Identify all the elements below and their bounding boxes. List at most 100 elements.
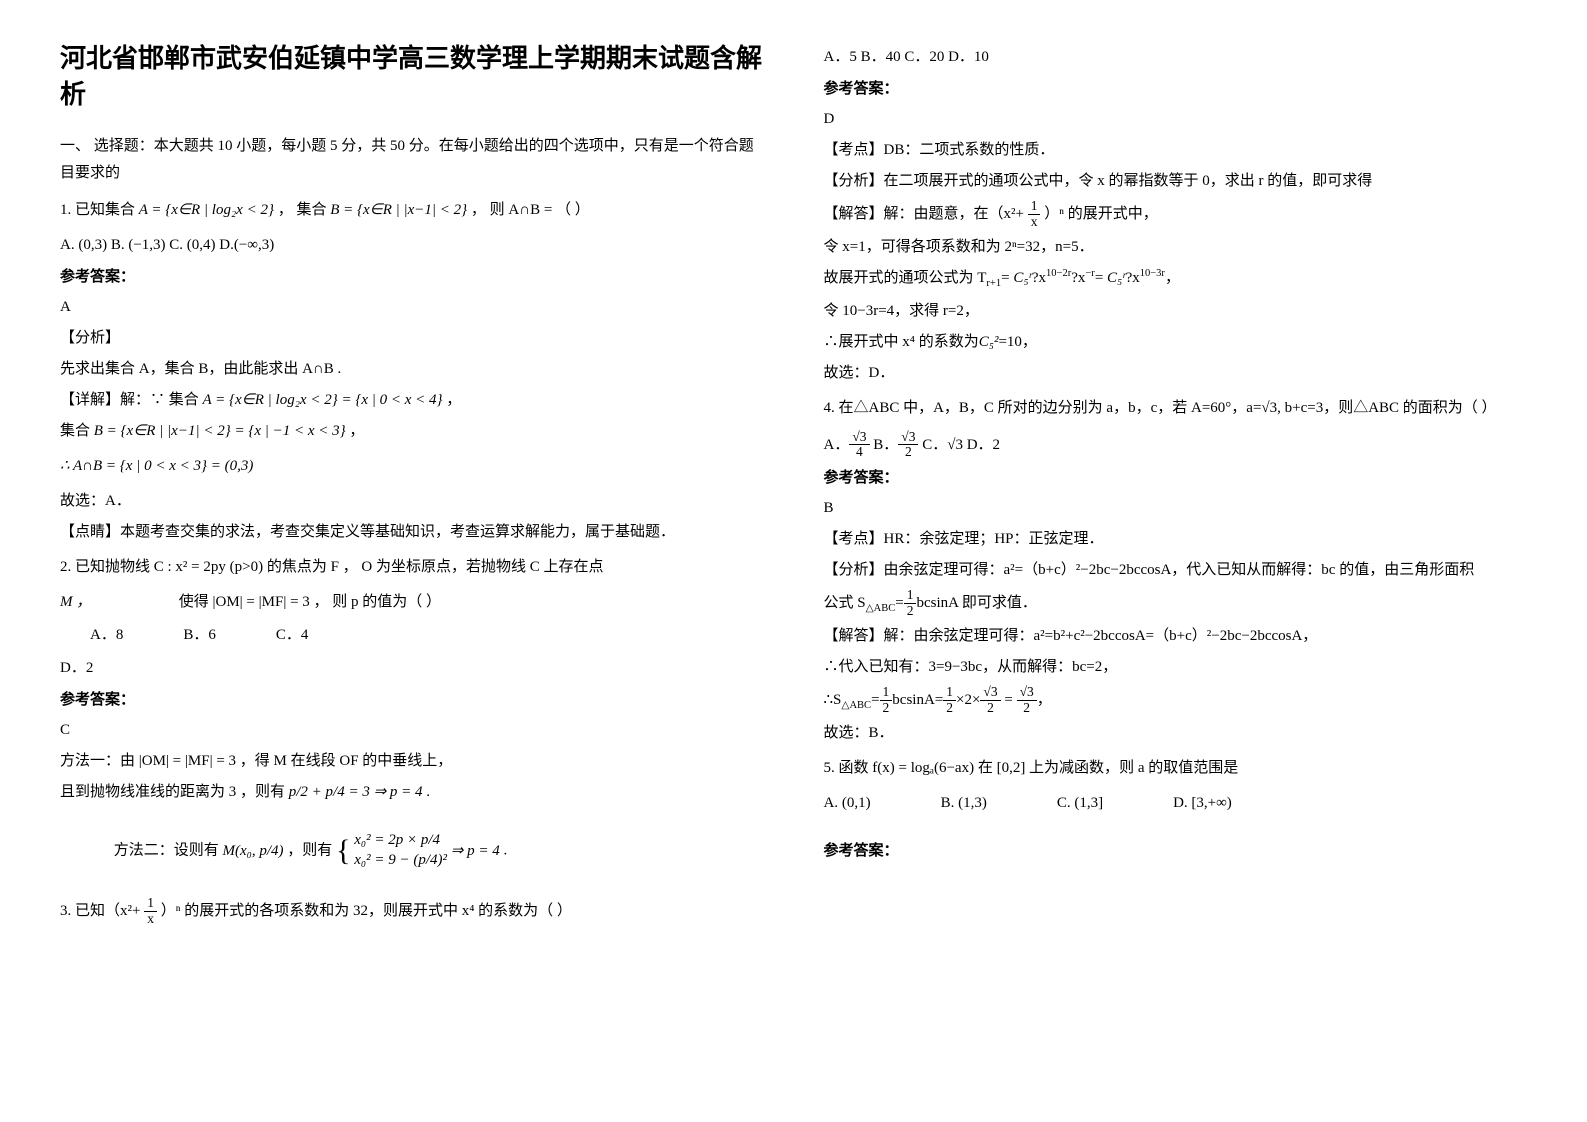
q3-an-label: 【分析】 [824, 173, 884, 189]
q1-detail2-pre: 集合 [60, 423, 90, 439]
q4-an2-d: 2 [904, 604, 917, 619]
q1: 1. 已知集合 A = {x∈R | log₂x < 2} ， 集合 B = {… [60, 197, 764, 224]
q3-sol5-pre: ∴展开式中 x⁴ 的系数为 [824, 334, 979, 350]
q3-frac-d: x [144, 912, 157, 927]
q3-sol3-pre: 故展开式的通项公式为 T [824, 270, 987, 286]
q2-optD: D．2 [60, 655, 764, 682]
q2-stem2-mid: 使得 |OM| = |MF| = 3 ， 则 p 的值为（ ） [179, 594, 441, 610]
q2-optB: B．6 [183, 622, 216, 649]
q3-sol3-c1: C₅ʳ [1013, 265, 1032, 292]
q2-m2-pre: 方法二：设则有 [114, 843, 223, 859]
q2-m1b: 且到抛物线准线的距离为 3 ，则有 p/2 + p/4 = 3 ⇒ p = 4 … [60, 779, 764, 806]
q4-an2-post: bcsinA 即可求值． [916, 595, 1036, 611]
q5-answer-label: 参考答案： [824, 837, 1528, 864]
q4-sol3-d1: 2 [880, 701, 893, 716]
q3-frac-n: 1 [144, 896, 157, 912]
q1-setB: B = {x∈R | |x−1| < 2} [330, 197, 467, 224]
q3-sol5-c: C₅² [979, 329, 999, 356]
q1-analysis: 先求出集合 A，集合 B，由此能求出 A∩B . [60, 356, 764, 383]
q3-sol3-eq: = [1001, 270, 1013, 286]
q3-sol3-mid2: ?x [1071, 270, 1085, 286]
q4-sol3-n2: 1 [943, 685, 956, 701]
q4-sol2: ∴代入已知有：3=9−3bc，从而解得：bc=2， [824, 654, 1528, 681]
q4-optA-n: √3 [849, 430, 869, 446]
q1-note-label: 【点睛】 [60, 524, 120, 540]
q4-sol3-eq: = [871, 692, 879, 708]
q4-an: 【分析】由余弦定理可得：a²=（b+c）²−2bc−2bccosA，代入已知从而… [824, 557, 1528, 584]
q5-optD: D. [3,+∞) [1173, 790, 1232, 817]
q3-sol-post: ）ⁿ 的展开式中， [1040, 206, 1157, 222]
q4-stem: 4. 在△ABC 中，A，B，C 所对的边分别为 a，b，c，若 A=60°，a… [824, 395, 1528, 422]
q2-stem2: M ， 使得 |OM| = |MF| = 3 ， 则 p 的值为（ ） [60, 589, 764, 616]
q1-note: 【点睛】本题考查交集的求法，考查交集定义等基础知识，考查运算求解能力，属于基础题… [60, 519, 764, 546]
q3-sol3-e1: 10−2r [1046, 268, 1071, 279]
q3-sol5: ∴展开式中 x⁴ 的系数为C₅²=10， [824, 329, 1528, 356]
q4-answer: B [824, 495, 1528, 522]
q1-mid2: ， 则 A∩B = （ ） [471, 202, 590, 218]
q3-sol3-c2: C₅ʳ [1107, 265, 1126, 292]
q4-optA-d: 4 [849, 445, 869, 460]
q4-sol3-end: ， [1037, 692, 1052, 708]
q3-sol5-post: =10， [998, 334, 1036, 350]
q1-detail1: A = {x∈R | log₂x < 2} = {x | 0 < x < 4} [203, 387, 443, 414]
q3-sol3-eq2: = [1095, 270, 1107, 286]
left-column: 河北省邯郸市武安伯延镇中学高三数学理上学期期末试题含解析 一、 选择题：本大题共… [60, 40, 764, 935]
q4-an-label: 【分析】 [824, 562, 884, 578]
q4-sol3: ∴S△ABC=12bcsinA=12×2×√32 = √32， [824, 685, 1528, 716]
q4-sol3-eq2: = [1001, 692, 1017, 708]
q2-m1b-formula: p/2 + p/4 = 3 ⇒ p = 4 [289, 779, 423, 806]
q3-kp: 【考点】DB：二项式系数的性质． [824, 137, 1528, 164]
q3-answer: D [824, 106, 1528, 133]
q3-sol-frac-d: x [1028, 215, 1041, 230]
q2-sys2: x₀² = 9 − (p/4)² [354, 851, 447, 871]
q3-stem: 3. 已知（x²+ 1x ）ⁿ 的展开式的各项系数和为 32，则展开式中 x⁴ … [60, 896, 764, 927]
q3-sol3-end: ， [1165, 270, 1180, 286]
q3-sol1: 【解答】解：由题意，在（x²+ 1x ）ⁿ 的展开式中， [824, 199, 1528, 230]
q3-an-text: 在二项展开式的通项公式中，令 x 的幂指数等于 0，求出 r 的值，即可求得 [884, 173, 1373, 189]
q4-sol3-f3: √32 [980, 685, 1000, 716]
q3-sol3-r1: r+1 [986, 278, 1001, 289]
q2-stem: 2. 已知抛物线 C : x² = 2py (p>0) 的焦点为 F ， O 为… [60, 554, 764, 581]
q2-m2: 方法二：设则有 M(x₀, p/4) ，则有 { x₀² = 2p × p/4 … [60, 824, 764, 878]
q3-sol-label: 【解答】解：由题意，在（x²+ [824, 206, 1028, 222]
section1-head: 一、 选择题：本大题共 10 小题，每小题 5 分，共 50 分。在每小题给出的… [60, 133, 764, 187]
q5-optB: B. (1,3) [941, 790, 987, 817]
q3-stem-post: ）ⁿ 的展开式的各项系数和为 32，则展开式中 x⁴ 的系数为（ ） [157, 903, 572, 919]
q4-an-text: 由余弦定理可得：a²=（b+c）²−2bc−2bccosA，代入已知从而解得：b… [884, 562, 1475, 578]
right-column: A．5 B．40 C．20 D．10 参考答案： D 【考点】DB：二项式系数的… [824, 40, 1528, 935]
q3-frac: 1x [144, 896, 157, 927]
q3-sol4: 令 10−3r=4，求得 r=2， [824, 298, 1528, 325]
q4-opts: A．√34 B．√32 C．√3 D．2 [824, 430, 1528, 461]
q4-sol3-mid2: ×2× [956, 692, 980, 708]
q4-kp-text: HR：余弦定理；HP：正弦定理． [884, 531, 1104, 547]
q5-opts: A. (0,1) B. (1,3) C. (1,3] D. [3,+∞) [824, 790, 1528, 817]
q3-stem-pre: 3. 已知（x²+ [60, 903, 144, 919]
q4-sol3-n4: √3 [1017, 685, 1037, 701]
q3-sol-frac: 1x [1028, 199, 1041, 230]
q5-optC: C. (1,3] [1057, 790, 1103, 817]
q5-stem: 5. 函数 f(x) = logₐ(6−ax) 在 [0,2] 上为减函数，则 … [824, 755, 1528, 782]
q3-sol2: 令 x=1，可得各项系数和为 2ⁿ=32，n=5． [824, 234, 1528, 261]
q2-m2-res: ⇒ p = 4 [451, 838, 500, 865]
q4-optB-d: 2 [898, 445, 918, 460]
q4-conclude: 故选：B． [824, 720, 1528, 747]
q3-sol-frac-n: 1 [1028, 199, 1041, 215]
q2-m1: 方法一：由 |OM| = |MF| = 3 ，得 M 在线段 OF 的中垂线上， [60, 748, 764, 775]
q4-an2-eq: = [895, 595, 903, 611]
q4-an2-n: 1 [904, 588, 917, 604]
q2-opts: A．8 B．6 C．4 [90, 622, 764, 649]
q4-sol3-mid: bcsinA= [892, 692, 943, 708]
q3-sol3-e2: −r [1085, 268, 1094, 279]
q1-setA: A = {x∈R | log₂x < 2} [139, 197, 274, 224]
q2-m2-cond: ，则有 [287, 843, 332, 859]
q4-optB-pre: B． [870, 436, 899, 452]
q4-sol3-d3: 2 [980, 701, 1000, 716]
q1-conclude: 故选：A． [60, 488, 764, 515]
q2-optC: C．4 [276, 622, 309, 649]
q1-note-text: 本题考查交集的求法，考查交集定义等基础知识，考查运算求解能力，属于基础题． [120, 524, 675, 540]
q3-an: 【分析】在二项展开式的通项公式中，令 x 的幂指数等于 0，求出 r 的值，即可… [824, 168, 1528, 195]
q4-sol3-sub: △ABC [841, 700, 871, 711]
q4-sol1: 【解答】解：由余弦定理可得：a²=b²+c²−2bccosA=（b+c）²−2b… [824, 623, 1528, 650]
q1-detail: 【详解】解：∵ 集合 A = {x∈R | log₂x < 2} = {x | … [60, 387, 764, 414]
q3-kp-label: 【考点】 [824, 142, 884, 158]
